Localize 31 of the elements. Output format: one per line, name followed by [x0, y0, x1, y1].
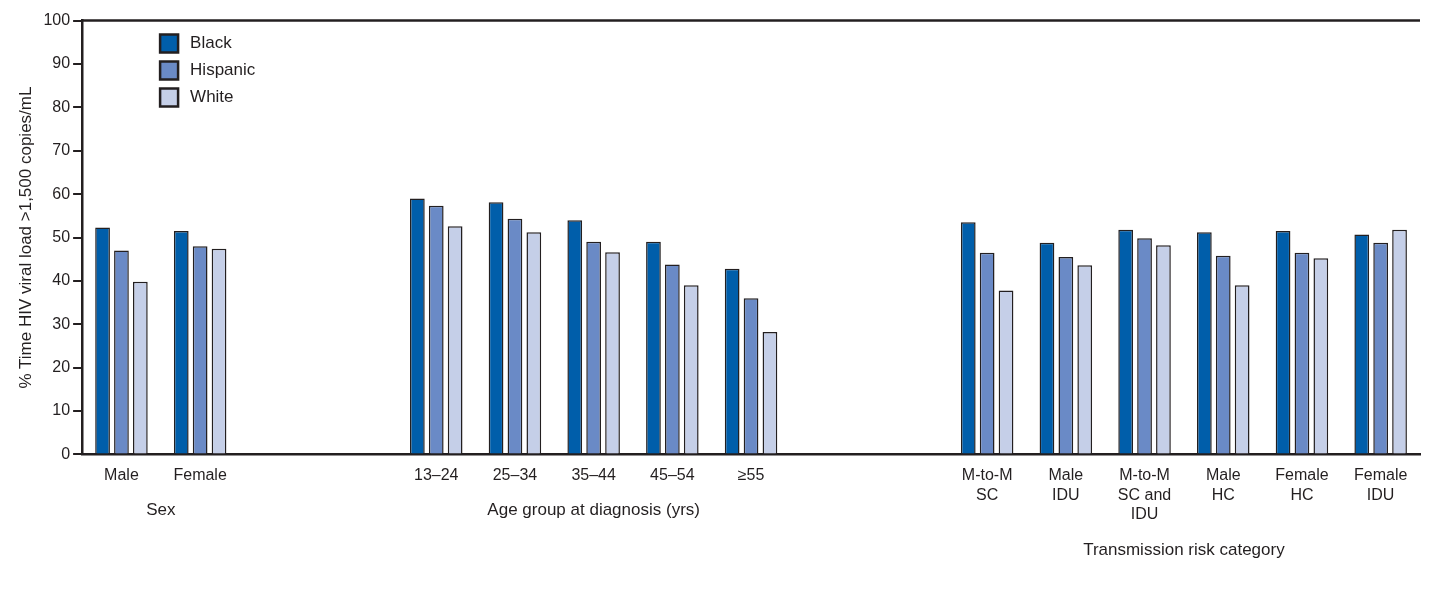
- x-tick-label: 35–44: [571, 466, 616, 484]
- x-tick-label: Female IDU: [1353, 466, 1408, 503]
- text: Sex: [146, 500, 176, 520]
- x-tick-label: M-to-M SC: [961, 466, 1013, 503]
- x-tick-label: Male: [104, 466, 139, 484]
- y-tick-label: 50: [52, 227, 71, 245]
- text: Transmission risk category: [1083, 540, 1286, 560]
- x-tick-label: 25–34: [492, 466, 538, 484]
- y-tick-label: 20: [52, 358, 71, 376]
- x-tick-label: Female HC: [1275, 466, 1329, 503]
- x-tick-label: 45–54: [650, 466, 695, 484]
- x-tick-label: Male IDU: [1048, 466, 1084, 503]
- legend-label: Hispanic: [190, 60, 256, 80]
- y-tick-label: 40: [52, 271, 71, 289]
- legend-label: Black: [190, 33, 233, 53]
- y-axis-title: % Time HIV viral load >1,500 copies/mL: [15, 86, 35, 389]
- y-tick-label: 90: [52, 54, 71, 72]
- x-tick-label: ≥55: [737, 466, 765, 484]
- y-tick-label: 60: [52, 184, 71, 202]
- y-tick-label: 0: [61, 444, 71, 462]
- y-tick-label: 100: [43, 11, 71, 29]
- x-tick-label: 13–24: [414, 466, 459, 484]
- y-tick-label: 10: [52, 401, 71, 419]
- text: Age group at diagnosis (yrs): [487, 500, 700, 520]
- y-tick-label: 80: [52, 97, 71, 115]
- x-tick-label: M-to-M SC and IDU: [1117, 466, 1172, 522]
- x-tick-label: Male HC: [1205, 466, 1241, 503]
- y-tick-label: 70: [52, 141, 71, 159]
- x-tick-label: Female: [173, 466, 227, 484]
- legend-label: White: [190, 87, 234, 107]
- y-tick-label: 30: [52, 314, 71, 332]
